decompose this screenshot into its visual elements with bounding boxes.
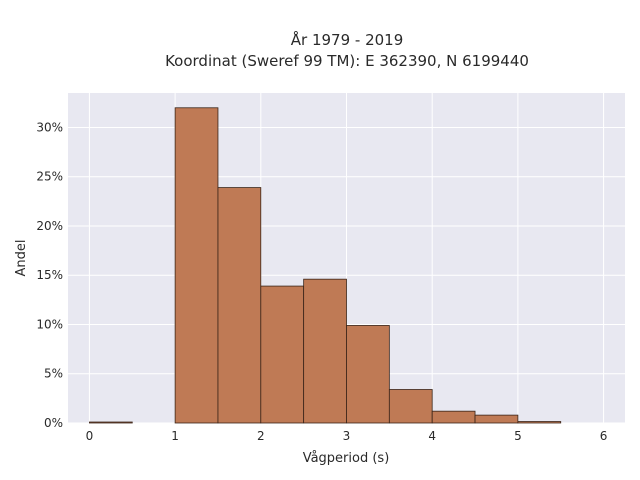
y-tick-label: 0% [44, 416, 63, 430]
histogram-bar [303, 278, 347, 424]
chart-title-line1: År 1979 - 2019 [291, 30, 404, 49]
x-tick-label: 5 [514, 429, 522, 443]
chart-title-line2: Koordinat (Sweref 99 TM): E 362390, N 61… [165, 52, 529, 70]
x-tick-label: 1 [171, 429, 179, 443]
x-tick-label: 0 [86, 429, 94, 443]
histogram-bar [388, 389, 433, 424]
histogram-bar [89, 421, 133, 424]
y-axis-title: Andel [14, 240, 29, 277]
x-axis-title: Vågperiod (s) [303, 451, 390, 466]
x-tick-label: 6 [600, 429, 608, 443]
histogram-bar [174, 107, 219, 424]
y-tick-label: 20% [36, 219, 63, 233]
x-tick-label: 2 [257, 429, 265, 443]
histogram-bar [431, 410, 476, 424]
histogram-bar [517, 421, 562, 424]
bar-layer [89, 107, 562, 424]
x-tick-labels: 0 1 2 3 4 5 6 [86, 429, 608, 443]
y-tick-label: 10% [36, 317, 63, 331]
histogram-bar [217, 187, 262, 424]
y-tick-labels: 0% 5% 10% 15% 20% 25% 30% [36, 120, 63, 430]
histogram-bar [346, 325, 390, 424]
histogram-bar [474, 414, 519, 424]
y-tick-label: 30% [36, 120, 63, 134]
y-tick-label: 5% [44, 367, 63, 381]
y-tick-label: 15% [36, 268, 63, 282]
histogram-bar [260, 285, 305, 424]
x-tick-label: 3 [343, 429, 351, 443]
y-tick-label: 25% [36, 170, 63, 184]
x-tick-label: 4 [428, 429, 436, 443]
